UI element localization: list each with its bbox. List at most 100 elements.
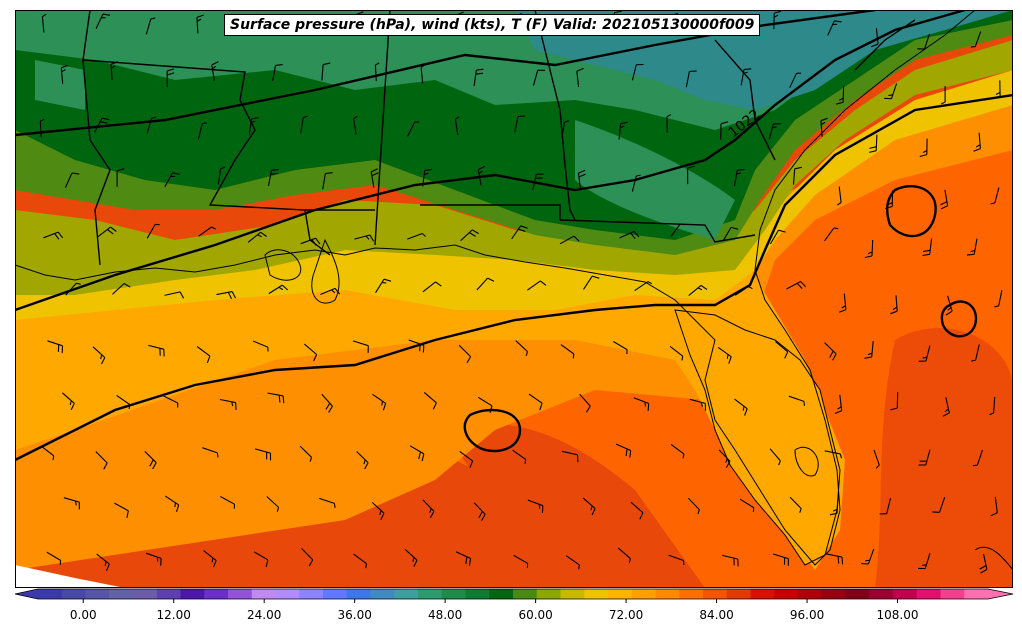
colorbar-bin [774, 589, 799, 599]
wind-barb [423, 391, 437, 410]
wind-barb [110, 61, 119, 81]
wind-barb [838, 293, 847, 313]
wind-barb [990, 187, 1000, 205]
temperature-band-100-sw [445, 423, 705, 588]
florida-peninsula [674, 309, 841, 566]
wind-barb [576, 67, 584, 88]
wind-barb [196, 14, 204, 34]
colorbar-bin [370, 589, 395, 599]
wind-barb [864, 239, 874, 259]
wind-barb [322, 172, 333, 190]
wind-barb [837, 186, 842, 206]
colorbar-bin [631, 589, 656, 599]
wind-barb [47, 340, 64, 354]
wind-barb [267, 392, 285, 404]
colorbar-bin [323, 589, 348, 599]
wind-barb [861, 548, 875, 565]
wind-barb [148, 344, 165, 357]
temperature-colorbar: 0.00 12.00 24.00 36.00 48.00 60.00 72.00 84.00 9… [14, 588, 1014, 622]
wind-barb [565, 555, 580, 570]
colorbar-tick-label: 48.00 [428, 608, 462, 622]
colorbar-bin [85, 589, 110, 599]
wind-barb [826, 553, 844, 565]
wind-barb [769, 229, 786, 245]
wind-barb [473, 68, 484, 87]
wind-barb [668, 554, 685, 566]
wind-barb [979, 553, 988, 574]
wind-barb [217, 166, 226, 185]
coastline [15, 10, 1013, 571]
wind-barb [829, 497, 839, 516]
wind-barb [685, 70, 697, 88]
colorbar-bin [394, 589, 419, 599]
colorbar-tick-label: 12.00 [157, 608, 191, 622]
wind-barb [688, 284, 708, 297]
colorbar-bins [14, 588, 1014, 600]
wind-barb [918, 449, 931, 466]
wind-barb [353, 115, 358, 135]
wind-barb [473, 502, 486, 521]
wind-barb [890, 295, 898, 315]
wind-barb [146, 223, 160, 239]
wind-barb [41, 13, 47, 33]
wind-barb [219, 398, 237, 410]
wind-barb [96, 553, 110, 572]
colorbar-bin [750, 589, 775, 599]
wind-barb [970, 31, 982, 48]
colorbar-bin [299, 589, 324, 599]
wind-barb [459, 450, 474, 468]
wind-barb [582, 497, 596, 516]
wind-barb [990, 496, 998, 517]
colorbar-tick-label: 108.00 [877, 608, 919, 622]
wind-barb [477, 165, 486, 186]
wind-barb [116, 168, 125, 187]
isobar-high-east-2 [940, 300, 978, 338]
wind-barb [527, 499, 544, 514]
wind-barb [633, 397, 650, 411]
wind-barb [769, 448, 781, 466]
wind-barb [670, 223, 685, 238]
wind-barb [560, 344, 575, 359]
wind-barb [145, 552, 162, 566]
colorbar-bin [893, 589, 918, 599]
wind-barb [966, 238, 978, 256]
wind-barb [561, 450, 579, 463]
colorbar-outline [14, 588, 1014, 600]
wind-barb [164, 495, 180, 512]
wind-barb [513, 554, 529, 568]
wind-barb [460, 229, 479, 242]
wind-barb [824, 342, 837, 361]
wind-barb [989, 396, 996, 416]
wind-barb [352, 340, 369, 353]
colorbar-extend-max [988, 589, 1013, 599]
isobar-high-east-1 [886, 185, 937, 238]
colorbar-bin [441, 589, 466, 599]
wind-barb [786, 281, 807, 290]
wind-barb [163, 395, 179, 408]
colorbar-bin [608, 589, 633, 599]
wind-barb [164, 172, 180, 188]
wind-barb [734, 398, 748, 416]
wind-barb [39, 118, 45, 138]
wind-barb [689, 398, 707, 411]
state-boundaries [82, 10, 916, 266]
wind-barb [613, 341, 628, 355]
wind-barb [94, 117, 110, 133]
wind-barb [918, 345, 931, 362]
wind-barb [145, 17, 156, 35]
temperature-band-58-w [35, 60, 85, 110]
wind-barb [945, 295, 953, 316]
wind-barb [532, 69, 545, 86]
wind-barb [514, 115, 526, 133]
colorbar-bin [489, 589, 514, 599]
colorbar-tick-label: 0.00 [70, 608, 97, 622]
colorbar-bin [228, 589, 253, 599]
wind-barb [512, 449, 527, 464]
wind-barb [203, 550, 217, 568]
wind-barb [95, 451, 108, 470]
colorbar-bin [156, 589, 181, 599]
wind-barb [253, 551, 269, 568]
wind-barb [422, 499, 435, 518]
colorbar-bin [346, 589, 371, 599]
wind-barb [320, 287, 341, 296]
